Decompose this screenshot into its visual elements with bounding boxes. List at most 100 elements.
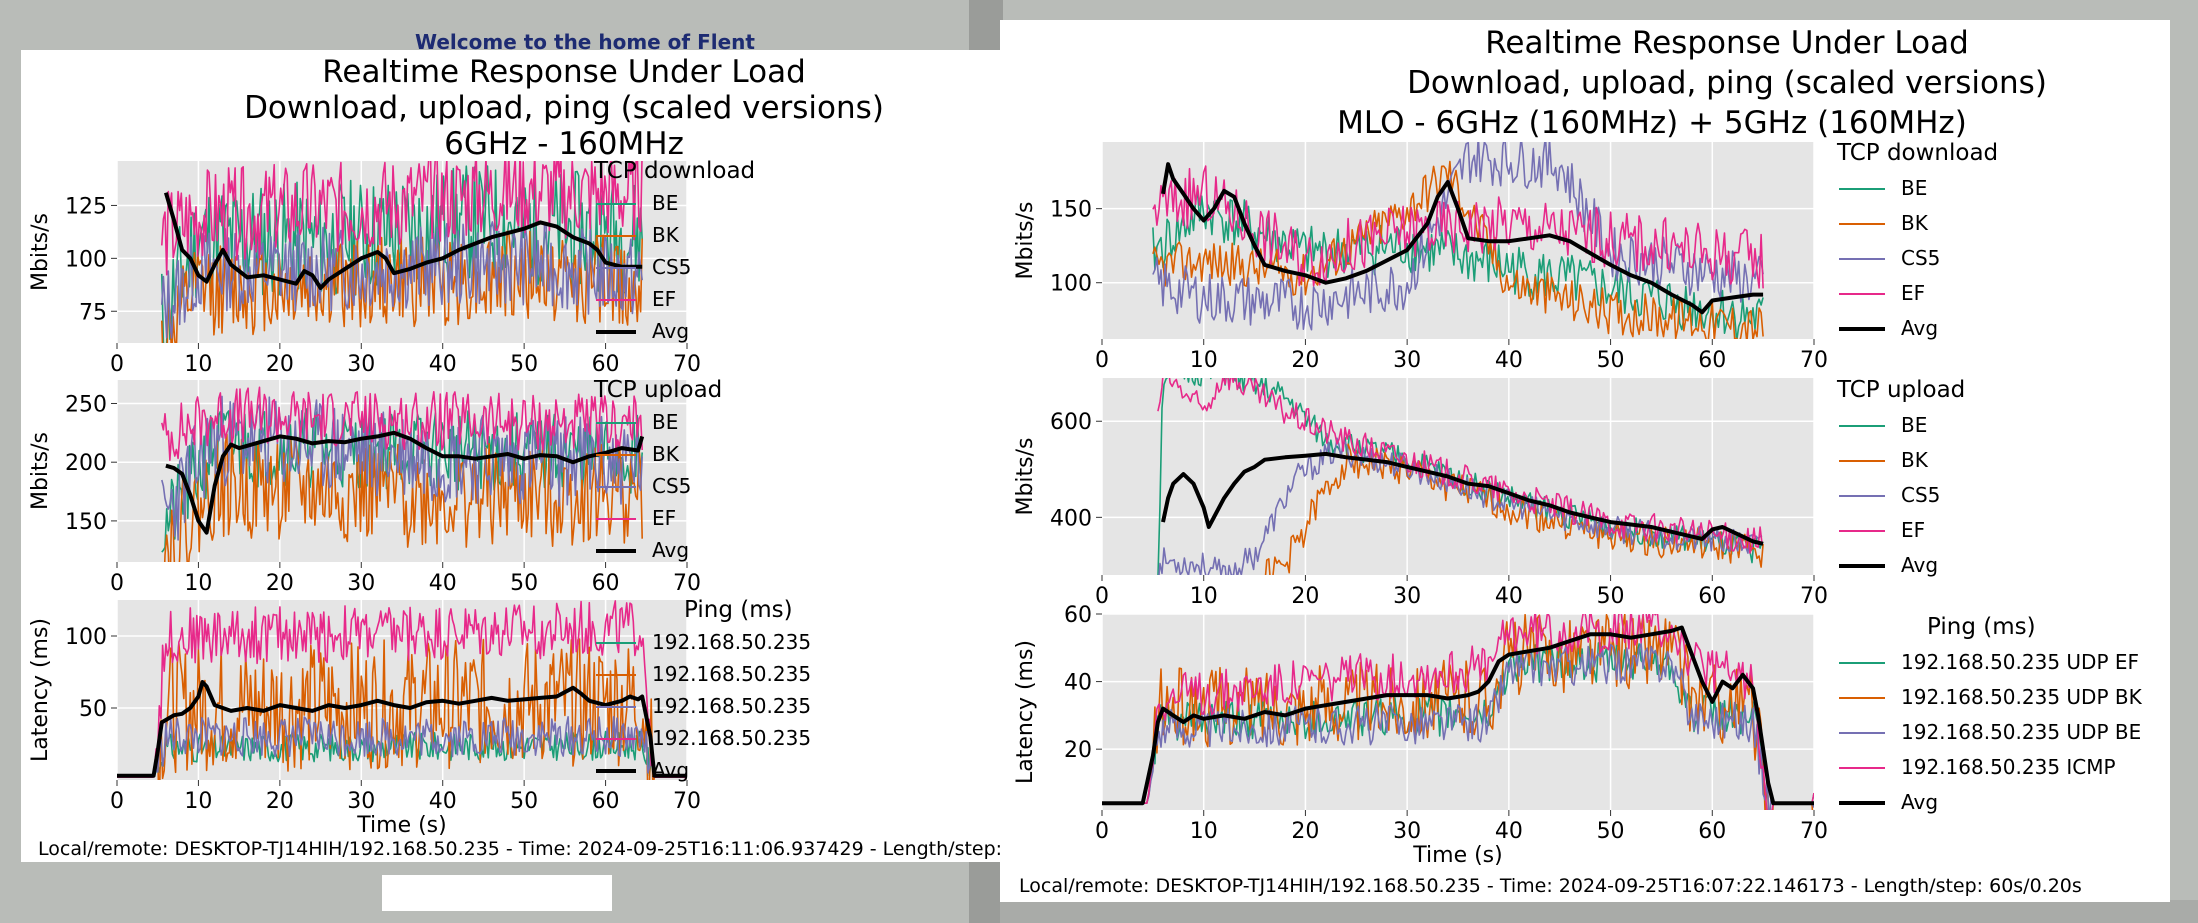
x-tick-label: 0 xyxy=(110,789,124,814)
legend-label: 192.168.50.235 xyxy=(652,726,811,750)
x-tick-label: 20 xyxy=(1291,584,1319,609)
right-subplot-upload: 0 10 20 30 40 50 60 70 400 600 Mbits/s TCP upload BE… xyxy=(1013,377,1965,609)
legend-label: Avg xyxy=(1901,553,1938,577)
legend-label: EF xyxy=(1901,281,1925,305)
legend-label: BE xyxy=(1901,413,1927,437)
x-tick-label: 40 xyxy=(429,789,457,814)
y-tick-label: 250 xyxy=(65,392,107,417)
x-tick-label: 60 xyxy=(592,789,620,814)
series-group xyxy=(1102,614,1814,810)
legend-label: Avg xyxy=(652,538,689,562)
legend-label: CS5 xyxy=(1901,246,1940,270)
background-panel xyxy=(382,875,612,911)
series-line-cs5 xyxy=(1102,642,1814,810)
y-axis-label: Mbits/s xyxy=(1013,201,1038,279)
legend: TCP download BE BK CS5 EF Avg xyxy=(1836,140,1998,340)
y-tick-label: 150 xyxy=(65,510,107,535)
x-tick-label: 70 xyxy=(673,352,701,377)
y-tick-label: 150 xyxy=(1050,198,1092,223)
series-group xyxy=(161,386,645,562)
legend-label: BK xyxy=(1901,448,1929,472)
y-axis-label: Mbits/s xyxy=(1013,437,1038,515)
y-axis-label: Latency (ms) xyxy=(28,618,53,762)
right-title-line3: MLO - 6GHz (160MHz) + 5GHz (160MHz) xyxy=(1337,105,1967,141)
x-tick-label: 60 xyxy=(1698,348,1726,373)
x-tick-label: 10 xyxy=(1190,584,1218,609)
y-tick-label: 125 xyxy=(65,194,107,219)
y-tick-label: 20 xyxy=(1064,738,1092,763)
x-tick-label: 20 xyxy=(266,352,294,377)
y-axis-label: Latency (ms) xyxy=(1013,640,1038,784)
x-tick-label: 30 xyxy=(347,352,375,377)
series-line-be xyxy=(1152,191,1764,339)
left-title-line2: Download, upload, ping (scaled versions) xyxy=(244,90,884,126)
x-tick-label: 40 xyxy=(429,571,457,596)
legend-label: BK xyxy=(1901,211,1929,235)
x-tick-label: 0 xyxy=(1095,819,1109,844)
left-subplot-upload: 0 10 20 30 40 50 60 70 150 200 250 Mbits/s TCP uploa… xyxy=(28,377,722,596)
series-line-avg xyxy=(163,192,643,290)
x-tick-label: 50 xyxy=(1597,348,1625,373)
legend-label: 192.168.50.235 xyxy=(652,630,811,654)
x-tick-label: 70 xyxy=(1800,819,1828,844)
series-line-avg xyxy=(1102,625,1814,806)
y-tick-label: 40 xyxy=(1064,671,1092,696)
x-tick-label: 10 xyxy=(1190,348,1218,373)
x-tick-label: 10 xyxy=(184,352,212,377)
legend-label: BE xyxy=(1901,176,1927,200)
series-line-cs5 xyxy=(1158,437,1763,575)
series-line-avg xyxy=(117,680,687,778)
x-tick-label: 20 xyxy=(266,571,294,596)
left-title-line3: 6GHz - 160MHz xyxy=(444,126,684,162)
y-tick-label: 600 xyxy=(1050,410,1092,435)
legend-label: EF xyxy=(652,287,676,311)
legend-label: 192.168.50.235 UDP EF xyxy=(1901,650,2139,674)
x-tick-label: 60 xyxy=(592,352,620,377)
legend-label: EF xyxy=(1901,518,1925,542)
background-taskbar xyxy=(1000,900,2198,923)
legend: TCP download BE BK CS5 EF Avg xyxy=(593,158,755,343)
x-tick-label: 30 xyxy=(1393,348,1421,373)
y-tick-label: 200 xyxy=(65,451,107,476)
right-title-line1: Realtime Response Under Load xyxy=(1485,25,1969,61)
legend-label: 192.168.50.235 UDP BE xyxy=(1901,720,2141,744)
series-group xyxy=(161,161,643,343)
x-tick-label: 40 xyxy=(429,352,457,377)
right-plot-window[interactable]: Realtime Response Under Load Download, u… xyxy=(1000,20,2170,902)
series-line-ef xyxy=(161,161,643,276)
series-group xyxy=(1157,378,1764,575)
legend-title: TCP upload xyxy=(593,377,722,403)
x-tick-label: 60 xyxy=(1698,584,1726,609)
left-footer: Local/remote: DESKTOP-TJ14HIH/192.168.50… xyxy=(38,838,1000,860)
x-tick-label: 30 xyxy=(347,571,375,596)
x-axis-label: Time (s) xyxy=(1412,843,1502,868)
series-line-avg xyxy=(165,430,645,535)
x-tick-label: 0 xyxy=(110,352,124,377)
legend-label: 192.168.50.235 xyxy=(652,662,811,686)
x-tick-label: 20 xyxy=(1291,348,1319,373)
x-tick-label: 50 xyxy=(1597,584,1625,609)
x-tick-label: 20 xyxy=(266,789,294,814)
legend-label: CS5 xyxy=(1901,483,1940,507)
x-tick-label: 70 xyxy=(673,789,701,814)
x-tick-label: 50 xyxy=(510,571,538,596)
y-tick-label: 50 xyxy=(79,697,107,722)
series-line-avg xyxy=(1161,451,1764,546)
legend-label: 192.168.50.235 UDP BK xyxy=(1901,685,2143,709)
legend-label: Avg xyxy=(652,319,689,343)
series-line-ef xyxy=(161,386,643,461)
left-title-line1: Realtime Response Under Load xyxy=(322,54,806,90)
legend-label: BE xyxy=(652,191,678,215)
x-tick-label: 30 xyxy=(347,789,375,814)
x-tick-label: 20 xyxy=(1291,819,1319,844)
x-tick-label: 30 xyxy=(1393,584,1421,609)
right-subplot-download: 0 10 20 30 40 50 60 70 100 150 Mbits/s TCP download… xyxy=(1013,140,1998,373)
x-tick-label: 30 xyxy=(1393,819,1421,844)
series-line-ef xyxy=(1102,614,1814,810)
legend-label: CS5 xyxy=(652,474,691,498)
left-plot-window[interactable]: Realtime Response Under Load Download, u… xyxy=(21,50,1000,862)
x-tick-label: 50 xyxy=(510,352,538,377)
legend: TCP upload BE BK CS5 EF Avg xyxy=(593,377,722,562)
right-title-line2: Download, upload, ping (scaled versions) xyxy=(1407,65,2047,101)
y-tick-label: 75 xyxy=(79,300,107,325)
